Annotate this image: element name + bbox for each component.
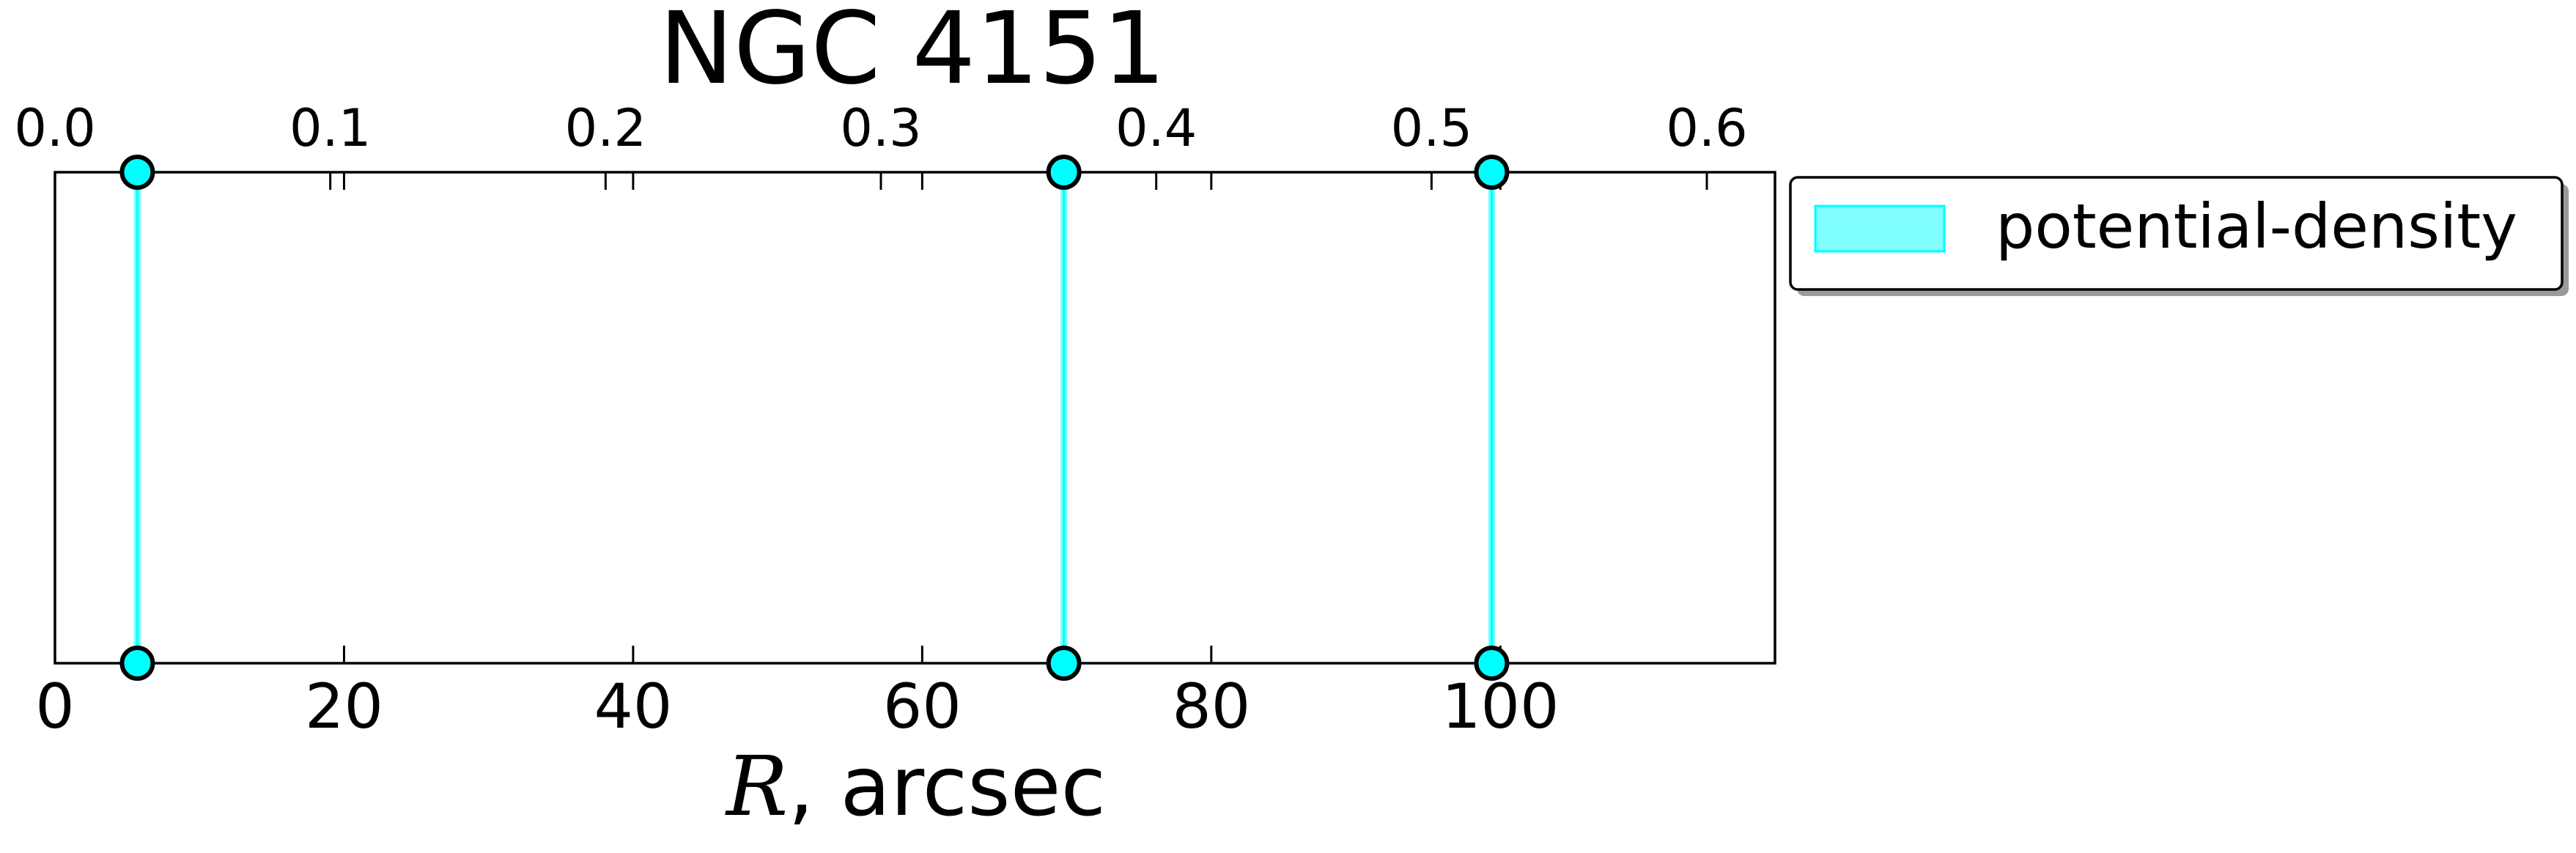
legend-label: potential-density [1996, 191, 2517, 262]
x-tick-label-bottom: 80 [1172, 671, 1250, 742]
data-point-bottom [1474, 646, 1510, 681]
x-tick-label-bottom: 20 [305, 671, 383, 742]
legend-swatch [1814, 204, 1946, 253]
data-point-bottom [119, 646, 155, 681]
x-tick-label-top: 0.6 [1666, 98, 1747, 158]
x-axis-label-text: , arcsec [788, 739, 1106, 835]
x-tick-label-top: 0.4 [1115, 98, 1197, 158]
x-tick-label-bottom: 100 [1442, 671, 1559, 742]
chart-title: NGC 4151 [659, 0, 1165, 107]
legend-box [1789, 176, 2564, 291]
plot-frame [53, 171, 1776, 665]
x-tick-label-top: 0.0 [14, 98, 95, 158]
x-tick-label-bottom: 0 [35, 671, 74, 742]
data-point-bottom [1046, 646, 1082, 681]
x-tick-label-top: 0.5 [1391, 98, 1472, 158]
x-tick-label-bottom: 60 [883, 671, 962, 742]
x-tick-label-top: 0.1 [289, 98, 371, 158]
x-tick-label-bottom: 40 [594, 671, 672, 742]
data-point-top [1046, 155, 1082, 190]
x-tick-label-top: 0.2 [565, 98, 646, 158]
x-tick-label-top: 0.3 [840, 98, 921, 158]
data-point-top [1474, 155, 1510, 190]
x-axis-label: R, arcsec [725, 739, 1106, 835]
data-point-top [119, 155, 155, 190]
legend: potential-density [1789, 176, 2569, 296]
x-axis-label-symbol: R [725, 739, 788, 835]
